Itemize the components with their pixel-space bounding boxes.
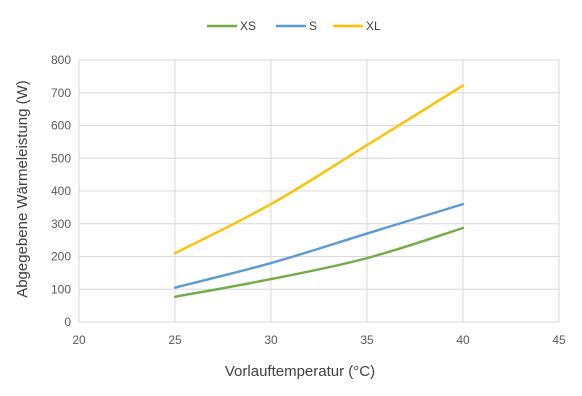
series-line-xl: [173, 84, 465, 255]
legend-label-xl: XL: [366, 19, 381, 33]
x-tick-label: 20: [72, 333, 86, 347]
y-tick-label: 300: [51, 217, 71, 231]
legend-label-xs: XS: [240, 19, 256, 33]
y-tick-label: 600: [51, 119, 71, 133]
series-lines: [173, 84, 465, 298]
x-axis-ticks: 20 25 30 35 40 45: [72, 333, 566, 347]
series-line-xs: [173, 226, 465, 298]
x-axis-title: Vorlauftemperatur (°C): [225, 363, 375, 380]
y-tick-label: 200: [51, 250, 71, 264]
y-axis-ticks: 0 100 200 300 400 500 600 700 800: [51, 53, 71, 329]
series-line-s: [173, 202, 465, 289]
grid: [78, 59, 560, 323]
x-tick-label: 40: [456, 333, 470, 347]
x-tick-label: 30: [264, 333, 278, 347]
legend-label-s: S: [309, 19, 317, 33]
y-tick-label: 400: [51, 184, 71, 198]
y-tick-label: 500: [51, 151, 71, 165]
x-tick-label: 35: [360, 333, 374, 347]
y-tick-label: 800: [51, 53, 71, 67]
x-tick-label: 45: [552, 333, 566, 347]
y-tick-label: 0: [64, 315, 71, 329]
x-tick-label: 25: [168, 333, 182, 347]
y-tick-label: 100: [51, 282, 71, 296]
y-axis-title: Abgegebene Wärmeleistung (W): [14, 80, 31, 298]
y-tick-label: 700: [51, 86, 71, 100]
legend: XS S XL: [207, 19, 381, 33]
